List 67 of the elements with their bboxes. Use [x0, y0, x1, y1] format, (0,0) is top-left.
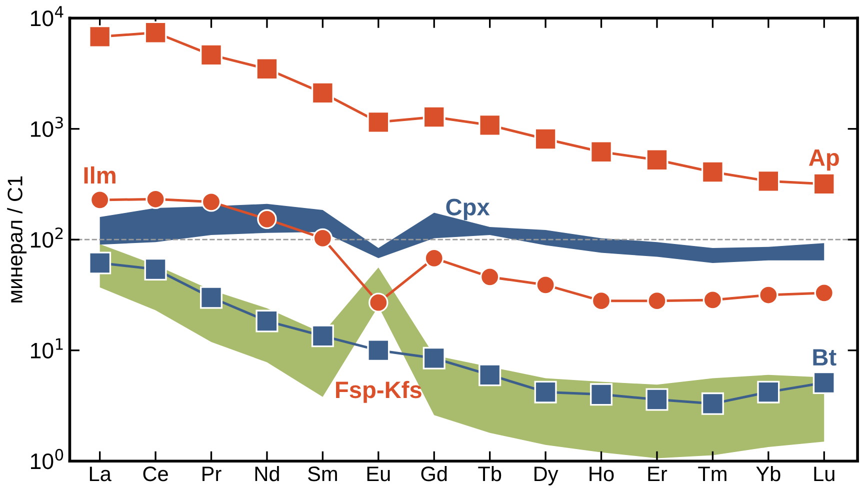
point: [812, 172, 836, 196]
y-tick-label: 10$^{1}$: [31, 338, 63, 358]
point: [367, 339, 390, 362]
point: [88, 252, 112, 274]
point: [256, 310, 278, 332]
x-tick-label: Tm: [698, 466, 726, 482]
x-tick-label: Yb: [756, 466, 780, 482]
point: [422, 346, 446, 370]
point: [590, 140, 613, 164]
point: [534, 380, 557, 404]
y-tick-label: 10$^{3}$: [31, 116, 63, 137]
point: [814, 283, 834, 303]
point: [88, 25, 112, 48]
point: [758, 285, 778, 305]
point: [146, 189, 166, 209]
point: [144, 258, 167, 280]
point: [534, 128, 557, 150]
point: [757, 170, 780, 192]
point: [368, 292, 388, 312]
point: [90, 190, 110, 210]
series-label: Ilm: [84, 166, 116, 184]
point: [311, 82, 334, 104]
series-label: Ap: [808, 149, 839, 171]
x-tick-label: Nd: [255, 466, 279, 482]
x-tick-label: Er: [648, 466, 668, 482]
x-tick-label: La: [90, 466, 112, 482]
x-tick-label: Ho: [590, 466, 614, 482]
point: [480, 267, 500, 287]
point: [311, 324, 334, 348]
point: [702, 290, 723, 310]
point: [200, 44, 223, 66]
point: [312, 228, 333, 248]
point: [422, 106, 446, 128]
y-tick-label: 10$^{0}$: [31, 448, 64, 470]
point: [812, 371, 836, 394]
point: [478, 364, 502, 386]
y-axis-title: минерал / C1: [7, 176, 27, 302]
x-tick-label: Sm: [308, 466, 337, 482]
point: [757, 380, 780, 404]
x-tick-label: Gd: [421, 466, 447, 482]
point: [701, 160, 724, 184]
point: [536, 275, 556, 295]
point: [200, 286, 223, 309]
annotation: Fsp-Kfs: [336, 380, 422, 403]
point: [257, 209, 277, 230]
point: [201, 192, 222, 212]
point: [646, 148, 668, 172]
point: [646, 388, 668, 411]
point: [701, 392, 724, 415]
point: [590, 383, 613, 406]
x-tick-label: Eu: [367, 466, 390, 482]
y-tick-label: 10$^{4}$: [31, 6, 64, 26]
point: [478, 114, 502, 136]
point: [144, 21, 167, 44]
point: [647, 290, 667, 311]
x-tick-label: Ce: [143, 466, 168, 482]
x-tick-label: Dy: [534, 466, 558, 486]
point: [256, 58, 278, 80]
legend-label: Cpx: [446, 198, 490, 220]
point: [591, 290, 612, 311]
x-tick-label: Lu: [814, 466, 834, 482]
y-tick-label: 10$^{2}$: [31, 227, 63, 248]
point: [367, 110, 390, 134]
point: [424, 248, 444, 268]
x-tick-label: Tb: [478, 466, 502, 482]
series-label: Bt: [813, 349, 836, 366]
x-tick-label: Pr: [202, 466, 222, 482]
